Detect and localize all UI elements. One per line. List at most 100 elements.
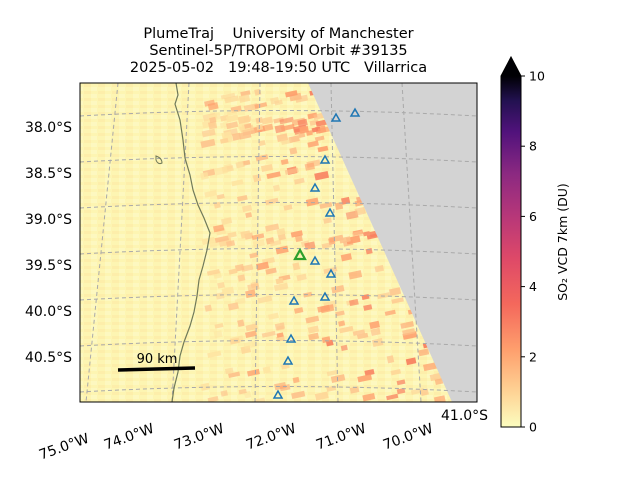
no-data-region	[308, 83, 477, 402]
volcano-icon	[349, 107, 361, 117]
so2-pixel	[291, 390, 306, 399]
lake-outline	[155, 155, 163, 165]
so2-pixel	[207, 102, 219, 111]
so2-pixel	[314, 135, 325, 142]
so2-pixel	[400, 321, 415, 329]
volcano-icon	[325, 268, 337, 278]
so2-pixel	[228, 268, 238, 275]
so2-pixel	[240, 230, 251, 239]
so2-pixel	[243, 340, 257, 349]
lat-label: 39.0°S	[25, 212, 72, 228]
so2-pixel	[275, 277, 284, 285]
so2-pixel	[321, 242, 332, 249]
so2-pixel	[262, 366, 271, 374]
so2-pixel	[245, 330, 257, 338]
so2-pixel	[299, 125, 309, 134]
so2-pixel	[247, 368, 260, 377]
so2-pixel	[402, 328, 416, 336]
so2-pixel	[221, 217, 233, 225]
so2-pixel	[280, 123, 295, 132]
lat-label: 39.5°S	[25, 258, 72, 274]
so2-pixel	[241, 264, 254, 272]
so2-pixel	[252, 239, 266, 248]
so2-pixel	[338, 320, 346, 327]
so2-pixel	[265, 267, 277, 275]
so2-pixel	[201, 128, 216, 138]
so2-pixel	[265, 223, 280, 232]
scale-bar	[117, 366, 196, 372]
volcano-icon	[319, 291, 331, 301]
so2-pixel	[235, 161, 245, 169]
so2-pixel	[266, 171, 281, 179]
so2-pixel	[391, 297, 404, 304]
so2-pixel	[237, 194, 248, 202]
colorbar-gradient	[501, 76, 521, 427]
so2-pixel	[281, 363, 290, 370]
so2-pixel	[292, 376, 300, 384]
volcano-icon	[309, 255, 321, 265]
colorbar-tick-label: 8	[529, 139, 537, 154]
so2-pixel	[320, 304, 335, 314]
so2-pixel	[396, 379, 406, 386]
so2-pixel	[231, 179, 244, 187]
so2-pixel	[245, 289, 257, 299]
so2-pixel	[317, 126, 331, 134]
so2-pixel	[280, 137, 292, 145]
so2-pixel	[339, 325, 354, 334]
so2-pixel	[261, 116, 273, 125]
so2-pixel	[363, 304, 373, 311]
so2-pixel	[207, 396, 219, 402]
volcano-icon	[309, 182, 321, 192]
so2-pixel	[311, 126, 321, 133]
so2-pixel	[255, 154, 269, 162]
lon-label: 70.0°W	[381, 421, 435, 454]
so2-pixel	[268, 312, 279, 320]
so2-pixel	[384, 309, 396, 316]
lon-label: 74.0°W	[102, 421, 156, 454]
so2-pixel	[200, 382, 211, 391]
so2-pixel	[200, 138, 216, 149]
so2-pixel	[208, 121, 218, 130]
so2-pixel	[294, 177, 305, 185]
lon-label: 72.0°W	[244, 421, 298, 454]
so2-pixel	[214, 235, 229, 243]
so2-pixel	[390, 368, 402, 376]
so2-pixel	[204, 190, 218, 198]
so2-pixel	[340, 253, 352, 262]
colorbar-tick-label: 2	[529, 349, 537, 364]
so2-pixel	[273, 282, 289, 292]
so2-pixel	[370, 327, 381, 336]
so2-pixel	[209, 116, 217, 124]
so2-pixel	[277, 234, 287, 241]
colorbar-label: SO₂ VCD 7km (DU)	[555, 183, 570, 301]
so2-pixel	[386, 393, 399, 401]
so2-pixel	[237, 274, 246, 282]
so2-pixel	[314, 391, 329, 401]
title-line-1: PlumeTraj University of Manchester	[143, 26, 414, 42]
so2-pixel	[276, 228, 286, 236]
so2-pixel	[354, 206, 366, 216]
so2-pixel	[319, 201, 333, 209]
so2-pixel	[298, 132, 306, 138]
so2-pixel	[423, 362, 438, 372]
so2-pixel	[305, 197, 319, 207]
lon-label: 71.0°W	[314, 421, 368, 454]
so2-pixel	[348, 270, 363, 280]
so2-pixel	[352, 329, 366, 337]
so2-pixel	[217, 281, 225, 289]
colorbar-frame	[500, 55, 522, 428]
colorbar-extend-arrow	[501, 57, 521, 76]
so2-pixel	[372, 338, 384, 347]
lat-label: 40.5°S	[25, 350, 72, 366]
so2-pixel	[225, 114, 239, 123]
so2-pixel	[305, 315, 320, 324]
so2-pixel	[214, 322, 224, 329]
so2-pixel	[295, 94, 309, 103]
so2-pixel	[274, 99, 283, 106]
so2-pixel	[274, 322, 286, 331]
so2-pixel	[294, 307, 304, 314]
coastline	[171, 83, 211, 402]
so2-pixel	[238, 131, 252, 140]
so2-pixel	[227, 231, 237, 238]
so2-pixel	[227, 302, 239, 311]
